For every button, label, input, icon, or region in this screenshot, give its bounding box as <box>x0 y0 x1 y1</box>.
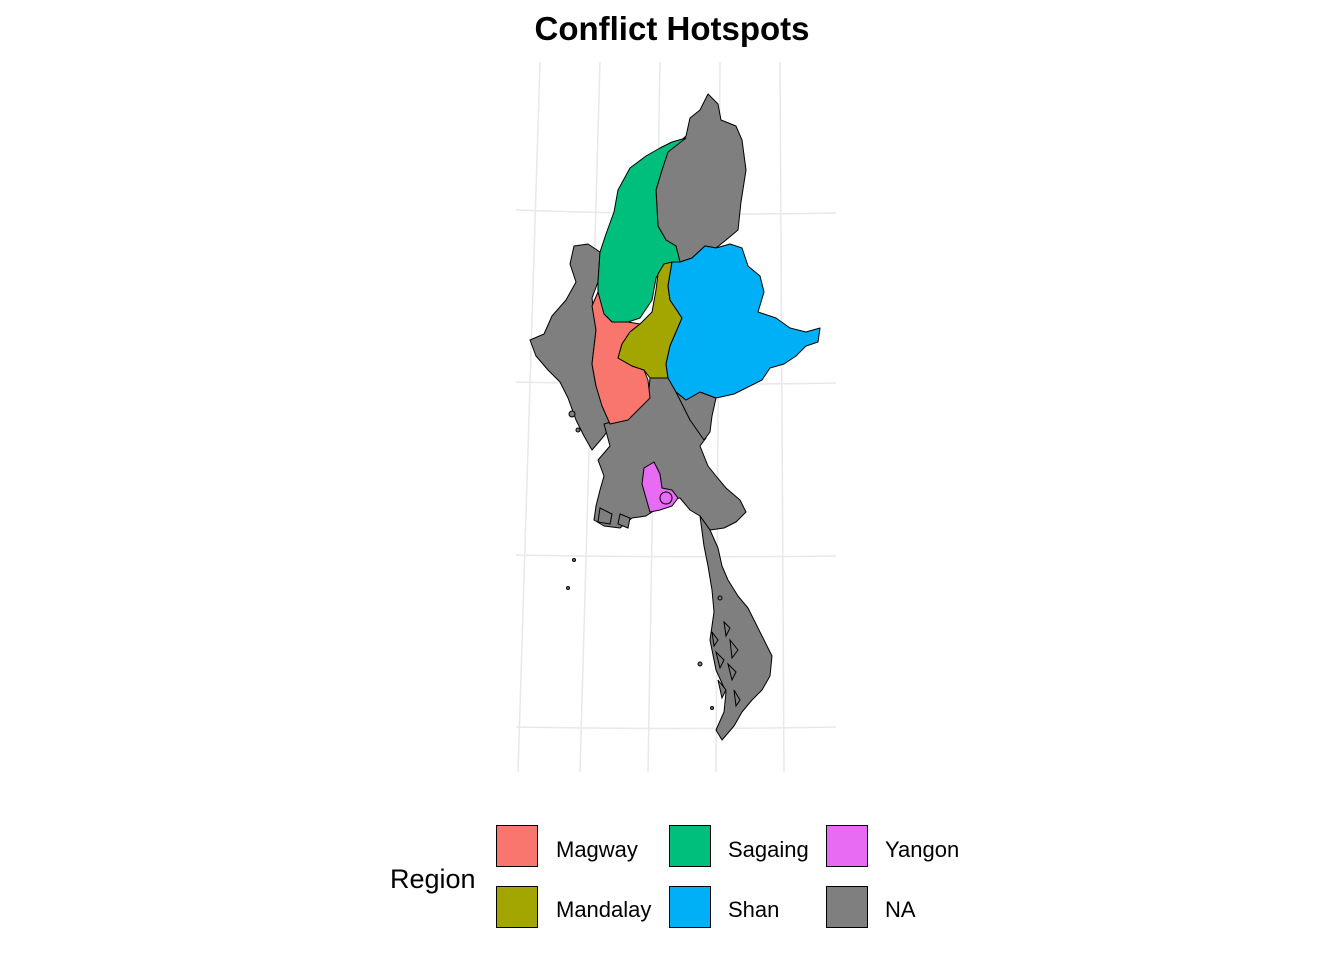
legend-label-na: NA <box>885 897 916 922</box>
region-yangon-bay <box>659 491 673 505</box>
region-magway <box>591 291 651 425</box>
legend-label-magway: Magway <box>556 837 638 862</box>
legend-key-sagaing <box>669 825 711 867</box>
legend-title: Region <box>390 864 476 894</box>
legend-key-yangon <box>826 825 868 867</box>
legend-label-mandalay: Mandalay <box>556 897 652 922</box>
legend: Region Magway Mandalay Sagaing Shan Yang… <box>388 822 988 932</box>
legend-label-yangon: Yangon <box>885 837 960 862</box>
map <box>515 61 837 773</box>
region-shan <box>665 243 821 401</box>
legend-label-sagaing: Sagaing <box>728 837 809 862</box>
legend-key-na <box>826 886 868 928</box>
region-na-tanintharyi <box>699 515 773 741</box>
legend-key-shan <box>669 886 711 928</box>
islands <box>566 410 741 710</box>
legend-label-shan: Shan <box>728 897 780 922</box>
region-na-kachin <box>655 93 747 263</box>
legend-key-magway <box>496 825 538 867</box>
legend-key-mandalay <box>496 886 538 928</box>
chart-title: Conflict Hotspots <box>534 10 810 47</box>
